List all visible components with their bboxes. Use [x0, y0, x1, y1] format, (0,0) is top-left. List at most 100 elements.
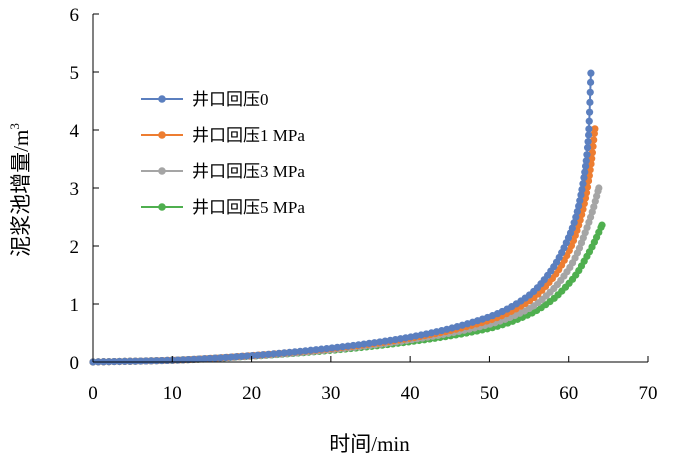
- series-point: [582, 162, 590, 170]
- series-point: [323, 344, 331, 353]
- series-point: [590, 136, 598, 144]
- series-point: [584, 131, 593, 139]
- legend-label: 井口回压1 MPa: [192, 126, 305, 145]
- x-tick-label: 40: [401, 383, 420, 404]
- series-point: [200, 355, 209, 363]
- series-point: [137, 357, 145, 365]
- series-point: [280, 349, 288, 357]
- series-point: [142, 357, 150, 365]
- series-point: [126, 357, 134, 365]
- x-tick-label: 60: [559, 383, 578, 404]
- y-axis-title-main: 泥浆池增量/m: [9, 130, 33, 257]
- series-point: [365, 339, 373, 348]
- series-point: [328, 344, 336, 352]
- y-tick-label: 2: [70, 237, 80, 258]
- series-point: [573, 207, 581, 216]
- series-point: [238, 352, 246, 360]
- y-tick-label: 4: [70, 121, 80, 142]
- series-point: [211, 354, 219, 362]
- legend-item: 井口回压0: [141, 90, 269, 109]
- series-point: [585, 125, 593, 133]
- series-point: [264, 350, 272, 358]
- series-line: [92, 224, 603, 363]
- x-tick-label: 70: [639, 383, 658, 404]
- series-point: [586, 88, 594, 96]
- y-axis-title-superscript: 3: [7, 123, 22, 130]
- y-tick-label: 6: [70, 5, 80, 26]
- series-point: [227, 353, 235, 361]
- y-tick-label: 3: [70, 179, 80, 200]
- legend: 井口回压0 井口回压1 MPa 井口回压3 MPa 井口回压5 MPa: [141, 90, 305, 217]
- series-point: [579, 180, 587, 188]
- legend-label: 井口回压5 MPa: [192, 198, 305, 217]
- series-point: [578, 185, 586, 194]
- series-point: [339, 343, 347, 351]
- y-tick-label: 5: [70, 63, 80, 84]
- series-point: [333, 343, 341, 351]
- legend-marker: [158, 203, 166, 211]
- series-point: [585, 117, 593, 125]
- series-point: [589, 142, 597, 150]
- series-2: [89, 125, 599, 366]
- series-point: [206, 354, 214, 363]
- series-point: [588, 155, 596, 163]
- series-point: [147, 357, 156, 365]
- series-point: [301, 347, 310, 355]
- x-tick-label: 0: [88, 383, 98, 404]
- series-point: [586, 78, 595, 86]
- series-point: [243, 352, 251, 360]
- series-1: [89, 69, 595, 366]
- legend-label: 井口回压0: [192, 90, 269, 109]
- series-point: [248, 351, 256, 360]
- y-tick-label: 0: [70, 353, 80, 374]
- series-point: [307, 346, 315, 354]
- series-3: [89, 184, 603, 366]
- x-tick-label: 50: [480, 383, 499, 404]
- series-point: [254, 351, 262, 359]
- legend-marker: [158, 131, 166, 139]
- series-point: [588, 149, 596, 157]
- series-point: [586, 98, 594, 106]
- series-point: [591, 125, 599, 133]
- series-point: [115, 357, 124, 366]
- series-point: [587, 69, 595, 77]
- legend-item: 井口回压1 MPa: [141, 126, 305, 145]
- y-tick-label: 1: [70, 295, 80, 316]
- x-tick-label: 10: [163, 383, 182, 404]
- legend-item: 井口回压5 MPa: [141, 198, 305, 217]
- series-point: [121, 357, 129, 365]
- series-point: [577, 191, 585, 199]
- legend-item: 井口回压3 MPa: [141, 162, 305, 181]
- x-tick-label: 30: [321, 383, 340, 404]
- x-tick-label: 20: [242, 383, 261, 404]
- series-point: [568, 224, 576, 232]
- series-point: [291, 348, 299, 356]
- series-point: [583, 151, 591, 159]
- series-point: [585, 108, 594, 116]
- series-point: [590, 203, 598, 211]
- series-point: [222, 353, 230, 362]
- series-point: [598, 221, 606, 229]
- series-point: [285, 348, 294, 357]
- series-point: [572, 213, 580, 221]
- series-point: [195, 355, 203, 363]
- legend-marker: [158, 95, 166, 103]
- series-point: [580, 174, 588, 182]
- series-point: [370, 339, 379, 347]
- series-point: [349, 341, 357, 350]
- legend-marker: [158, 167, 166, 175]
- series-point: [259, 351, 267, 359]
- series-line: [92, 128, 596, 363]
- x-axis-title: 时间/min: [329, 432, 410, 456]
- series-point: [583, 144, 592, 152]
- legend-label: 井口回压3 MPa: [192, 162, 305, 181]
- axes-layer: [92, 14, 648, 363]
- series-point: [584, 138, 592, 146]
- series-point: [275, 349, 283, 357]
- y-axis-title: 泥浆池增量/m3: [7, 123, 33, 257]
- series-point: [269, 350, 278, 358]
- series-point: [317, 345, 325, 353]
- series-point: [595, 184, 603, 192]
